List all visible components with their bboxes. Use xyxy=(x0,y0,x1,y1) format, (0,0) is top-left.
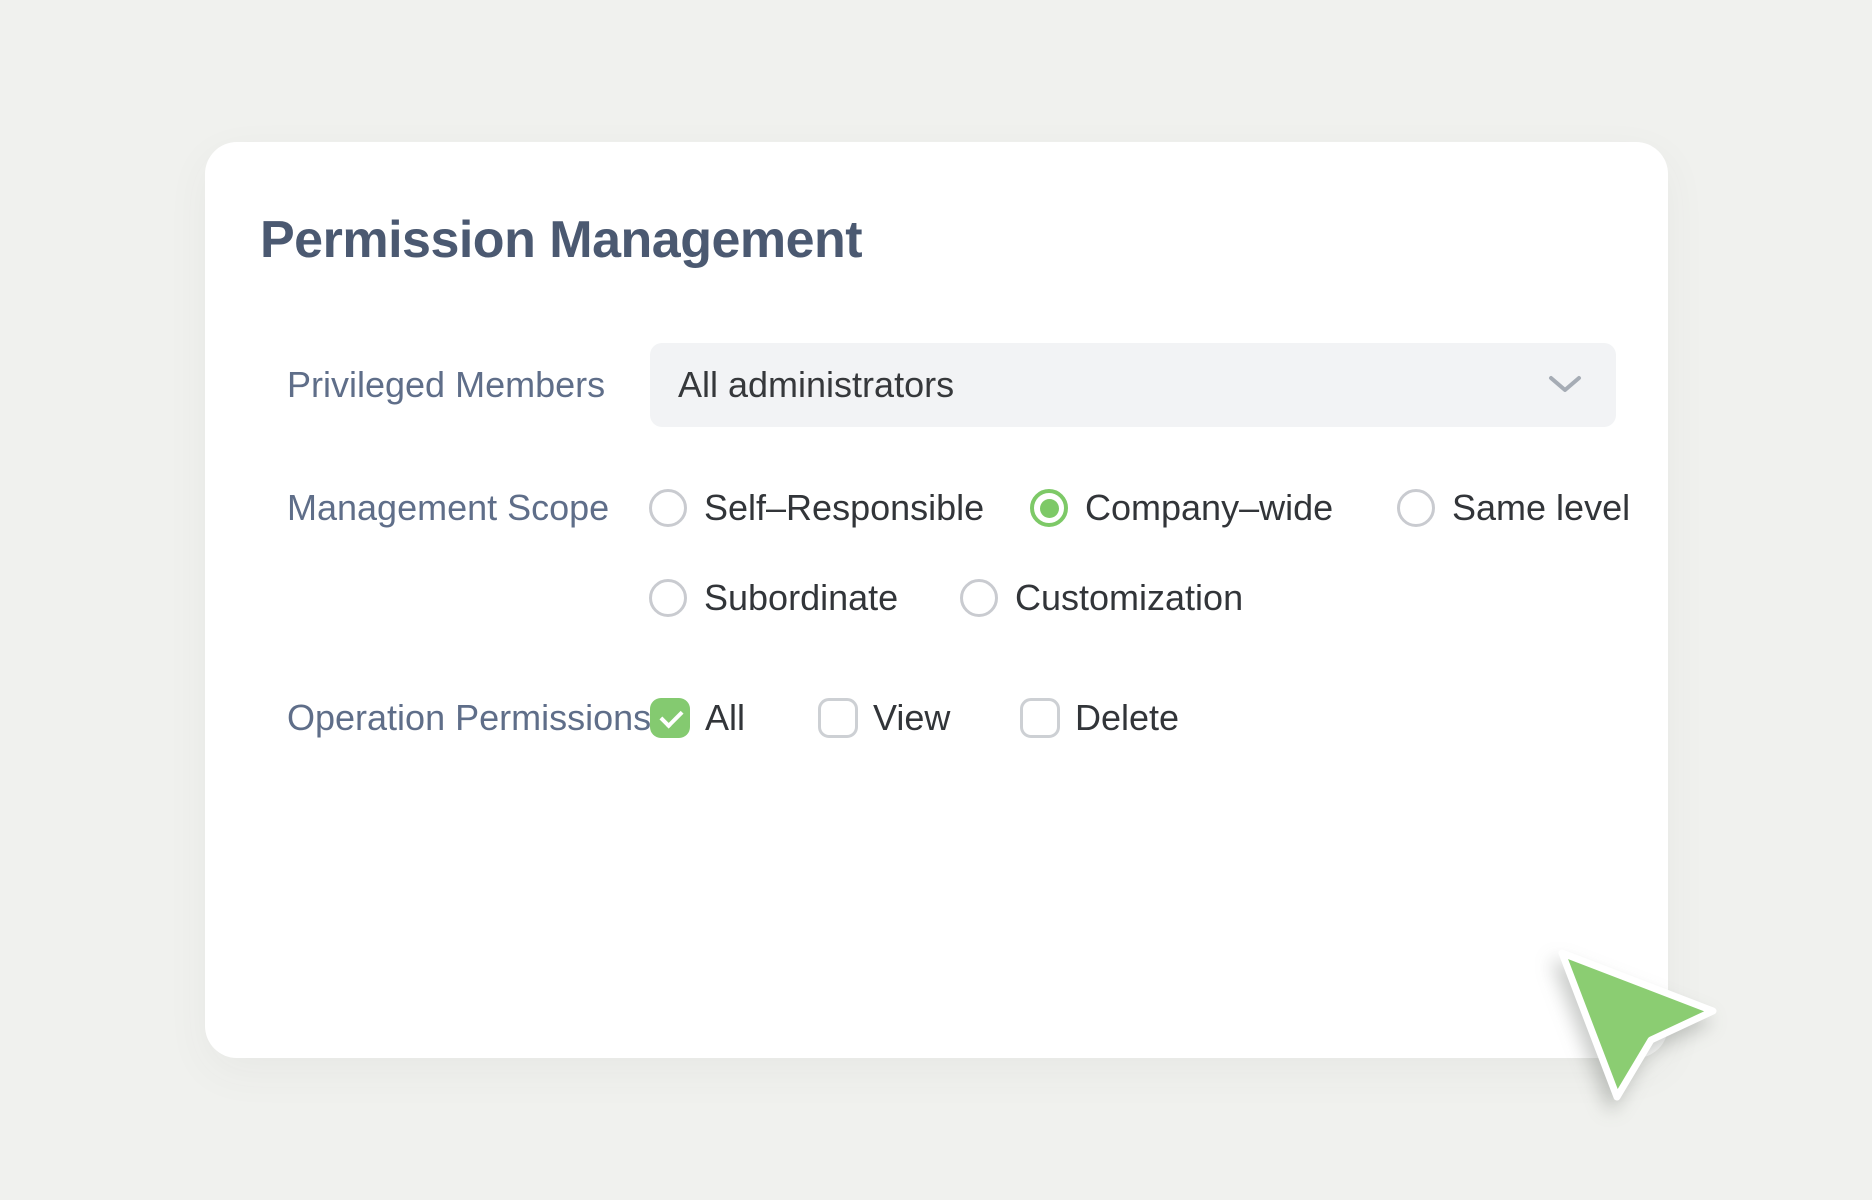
radio-circle-icon xyxy=(649,579,687,617)
checkbox-option-label: Delete xyxy=(1075,697,1180,738)
radio-option-same-level[interactable]: Same level xyxy=(1397,486,1630,530)
radio-option-label: Company–wide xyxy=(1085,487,1334,528)
cursor-arrow-icon xyxy=(1558,949,1717,1101)
checkbox-checked-icon xyxy=(650,698,690,738)
management-scope-label: Management Scope xyxy=(287,487,610,528)
checkbox-icon xyxy=(1020,698,1060,738)
privileged-members-dropdown[interactable]: All administrators xyxy=(650,343,1616,427)
privileged-members-label: Privileged Members xyxy=(287,364,606,405)
radio-option-company-wide[interactable]: Company–wide xyxy=(1030,486,1333,530)
checkbox-option-all[interactable]: All xyxy=(650,696,745,740)
checkbox-option-label: View xyxy=(873,697,951,738)
radio-option-label: Customization xyxy=(1015,577,1244,618)
radio-option-label: Subordinate xyxy=(704,577,899,618)
checkbox-icon xyxy=(818,698,858,738)
checkbox-option-delete[interactable]: Delete xyxy=(1020,696,1179,740)
radio-option-label: Same level xyxy=(1452,487,1631,528)
checkbox-option-label: All xyxy=(705,697,746,738)
radio-circle-icon xyxy=(1397,489,1435,527)
page-title: Permission Management xyxy=(260,211,863,269)
permission-management-card: Permission Management Privileged Members… xyxy=(205,142,1668,1058)
radio-option-label: Self–Responsible xyxy=(704,487,985,528)
checkbox-option-view[interactable]: View xyxy=(818,696,950,740)
privileged-members-value: All administrators xyxy=(678,364,955,405)
radio-circle-icon xyxy=(649,489,687,527)
radio-option-subordinate[interactable]: Subordinate xyxy=(649,576,898,620)
chevron-down-icon xyxy=(1548,375,1582,395)
radio-selected-icon xyxy=(1030,489,1068,527)
radio-option-customization[interactable]: Customization xyxy=(960,576,1243,620)
radio-circle-icon xyxy=(960,579,998,617)
radio-option-self-responsible[interactable]: Self–Responsible xyxy=(649,486,984,530)
operation-permissions-label: Operation Permissions xyxy=(287,697,652,738)
